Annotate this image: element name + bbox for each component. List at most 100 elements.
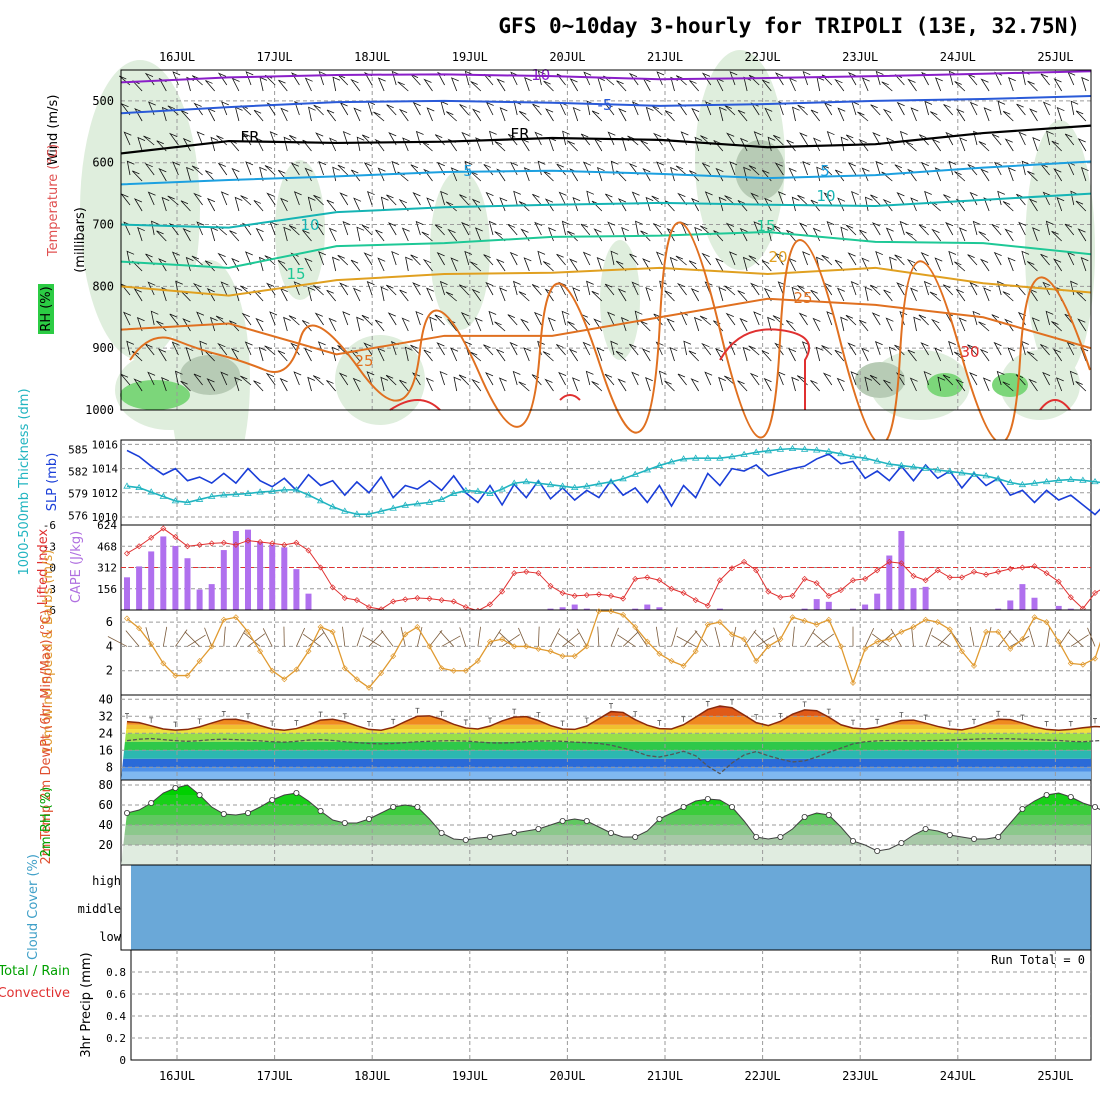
rh-point [172, 785, 179, 792]
thickness-point [716, 454, 724, 461]
wind-barb [705, 101, 713, 116]
wind-barb [524, 77, 532, 92]
wind-barb [534, 131, 543, 146]
wind-barb [596, 257, 605, 272]
thickness-point [1091, 477, 1099, 485]
li-tick-label: 3 [49, 583, 56, 596]
wind-barb [959, 137, 968, 152]
cloud-axis-label: Cloud Cover (%) [26, 854, 41, 960]
wind-barb [725, 222, 736, 236]
wind-barb [234, 286, 243, 302]
wind-barb [994, 71, 1003, 86]
temp-minmax-bar [246, 713, 250, 719]
precip-axis-label: 3hr Precip (mm) [79, 952, 94, 1057]
li-point [426, 595, 433, 602]
wind-barb [870, 284, 881, 296]
wind-barb [910, 197, 919, 212]
rh-point [438, 830, 445, 837]
wind-barb [642, 258, 651, 272]
wind-barb [193, 373, 203, 386]
wind-barb [1018, 221, 1027, 236]
wind-barb [786, 320, 796, 332]
wind-barb [485, 191, 494, 206]
wind10m-point [583, 643, 590, 650]
wind-barb [1021, 250, 1030, 266]
wind-barb [715, 257, 724, 272]
wind-barb [312, 375, 324, 386]
wind-barb [1077, 318, 1087, 332]
wind-barb [350, 169, 361, 182]
thickness-point [522, 477, 531, 485]
wind-barb [954, 261, 966, 272]
wind10m-tick-label: 4 [106, 639, 113, 653]
cape-bar [148, 551, 155, 610]
wind-barb [531, 284, 542, 296]
cape-bar [559, 607, 566, 610]
isotherm-labels: -10 -5 FR 5 10 15 25 FR 5 10 15 20 25 30 [240, 66, 979, 370]
date-label-top: 21JUL [647, 50, 683, 64]
contour-label: 30 [960, 343, 979, 361]
wind-barb [543, 80, 554, 92]
wind-barb [627, 135, 639, 146]
wind-barb [556, 253, 566, 266]
isotherm--5 [120, 94, 1092, 115]
wind-barb [196, 131, 205, 146]
wind-barb [616, 80, 627, 92]
wind10m-point [995, 628, 1002, 635]
wind-barb [748, 255, 760, 266]
cape-bar [269, 544, 276, 610]
li-line [126, 527, 1100, 612]
wind-barb [483, 254, 494, 266]
pressure-axis-label: (millibars) [73, 207, 88, 273]
li-point [729, 565, 735, 572]
wind-barb [607, 221, 616, 236]
wind-barb [422, 258, 433, 272]
temp-minmax-bar [415, 707, 420, 714]
date-label-top: 24JUL [940, 50, 976, 64]
wind-barb [739, 317, 748, 332]
wind10m-barb [635, 629, 648, 647]
wind-barb [1077, 138, 1087, 152]
wind-barb [253, 200, 264, 212]
wind-barb [993, 251, 1002, 266]
wind-barb [993, 341, 1002, 356]
chart-title: GFS 0~10day 3-hourly for TRIPOLI (13E, 3… [498, 14, 1080, 38]
wind-barb [386, 194, 397, 206]
cape-bar [184, 558, 191, 610]
rh-tick-label: 60 [99, 798, 113, 812]
wind-barb [397, 81, 409, 92]
wind-barb [567, 140, 578, 152]
wind10m-barb [223, 626, 226, 647]
wind-barb [132, 170, 143, 182]
wind-barb [1016, 103, 1026, 116]
li-point [317, 564, 324, 571]
rh-point [559, 818, 566, 825]
date-label-top: 20JUL [549, 50, 585, 64]
wind-barb [350, 349, 361, 362]
wind-barb [615, 260, 627, 272]
cape-bar [910, 588, 917, 610]
wind-barb [387, 312, 397, 326]
wind-barb [896, 101, 905, 116]
wind-barb [366, 371, 375, 386]
wind-barb [1080, 257, 1089, 272]
wind-barb [930, 111, 941, 122]
cloud-level-low: low [99, 930, 121, 944]
wind-barb [1016, 193, 1026, 206]
wind-barb [929, 291, 941, 302]
rh-point [608, 830, 615, 837]
temp2m-axis-label: 2m Temp 2m DewPt (6hr Min/Max) (°C) [39, 610, 54, 865]
wind-barb [193, 192, 203, 206]
wind10m-point [559, 653, 566, 660]
temp-band [121, 758, 1091, 768]
wind-barb [923, 370, 932, 386]
cape-bar [281, 547, 288, 610]
wind10m-barb [557, 633, 575, 647]
isotherm-FR [120, 124, 1092, 155]
wind-barb [307, 376, 316, 392]
precip-tick-label: 0.4 [106, 1010, 126, 1023]
rh-point [462, 837, 469, 844]
wind10m-barb [714, 627, 721, 647]
wind-barb [802, 70, 811, 86]
wind-barb [688, 350, 699, 362]
